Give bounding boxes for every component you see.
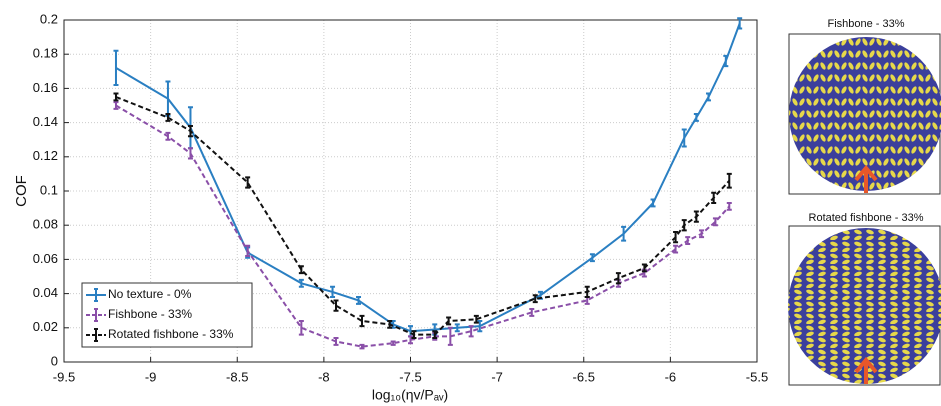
- error-bar: [165, 131, 171, 141]
- x-tick-label: -6.5: [573, 369, 595, 384]
- error-bar: [477, 319, 483, 333]
- error-bar: [359, 314, 365, 328]
- error-bar: [693, 113, 699, 122]
- legend-label: No texture - 0%: [108, 287, 192, 301]
- error-bar: [584, 285, 590, 299]
- x-tick-label: -5.5: [746, 369, 768, 384]
- error-bar: [408, 335, 413, 345]
- y-axis-label: COF: [13, 175, 30, 207]
- error-bar: [641, 263, 647, 273]
- error-bar: [298, 265, 304, 275]
- legend-swatch: [94, 308, 98, 322]
- error-bar: [589, 253, 595, 263]
- texture-disc: [789, 37, 941, 191]
- error-bar: [447, 326, 453, 346]
- error-bar: [681, 128, 687, 148]
- error-bar: [165, 113, 171, 122]
- x-tick-label: -7.5: [399, 369, 421, 384]
- error-bar: [673, 244, 679, 254]
- error-bar: [673, 231, 679, 244]
- y-tick-label: 0: [51, 353, 58, 368]
- error-bar: [737, 17, 743, 30]
- error-bar: [411, 330, 417, 340]
- x-axis-label: log₁₀(ηv/Pₐᵥ): [372, 387, 448, 403]
- texture-disc: [788, 228, 941, 384]
- y-tick-label: 0.16: [33, 80, 58, 95]
- error-bar: [187, 147, 193, 160]
- error-bar: [333, 337, 339, 346]
- error-bar: [681, 219, 687, 232]
- error-bar: [693, 210, 699, 223]
- error-bar: [446, 316, 452, 326]
- legend-label: Rotated fishbone - 33%: [108, 327, 234, 341]
- image-title: Fishbone - 33%: [827, 18, 904, 30]
- y-tick-label: 0.02: [33, 319, 58, 334]
- error-bar: [473, 314, 479, 324]
- error-bar: [356, 296, 362, 305]
- error-bar: [711, 191, 717, 204]
- error-bar: [726, 172, 732, 189]
- error-bar: [390, 340, 396, 346]
- error-bar: [330, 285, 336, 299]
- y-tick-label: 0.18: [33, 46, 58, 61]
- error-bar: [529, 307, 535, 317]
- x-tick-label: -6: [665, 369, 677, 384]
- x-tick-label: -8.5: [226, 369, 248, 384]
- x-tick-label: -9: [145, 369, 157, 384]
- y-tick-label: 0.14: [33, 114, 58, 129]
- error-bar: [468, 325, 474, 338]
- error-bar: [650, 198, 656, 208]
- error-bar: [113, 101, 119, 110]
- arrow: [854, 356, 878, 384]
- y-tick-label: 0.04: [33, 285, 58, 300]
- error-bar: [113, 92, 119, 102]
- legend-box: [81, 282, 253, 348]
- error-bar: [298, 278, 304, 288]
- error-bar: [245, 244, 251, 257]
- error-bar: [705, 92, 711, 102]
- error-bar: [333, 299, 339, 312]
- legend-swatch: [94, 328, 98, 342]
- image-panel: Fishbone - 33%: [788, 18, 941, 195]
- error-bar: [615, 272, 621, 285]
- error-bar: [432, 330, 438, 340]
- error-bar: [113, 49, 119, 86]
- image-title: Rotated fishbone - 33%: [809, 212, 924, 224]
- x-tick-label: -8: [318, 369, 330, 384]
- y-tick-label: 0.2: [40, 11, 58, 26]
- error-bar: [685, 236, 691, 246]
- error-bar: [359, 343, 365, 350]
- image-panel: Rotated fishbone - 33%: [788, 212, 941, 386]
- error-bar: [726, 201, 732, 211]
- error-bar: [454, 323, 460, 333]
- error-bar: [532, 294, 538, 304]
- error-bar: [245, 176, 251, 189]
- x-tick-label: -7: [491, 369, 503, 384]
- error-bar: [298, 319, 304, 336]
- arrow: [854, 164, 878, 193]
- y-tick-label: 0.08: [33, 217, 58, 232]
- legend-swatch: [94, 288, 98, 302]
- x-tick-label: -9.5: [53, 369, 75, 384]
- error-bar: [187, 125, 193, 138]
- error-bar: [387, 319, 393, 329]
- legend-label: Fishbone - 33%: [108, 307, 192, 321]
- error-bar: [699, 229, 705, 239]
- error-bar: [723, 54, 729, 68]
- error-bar: [621, 225, 627, 242]
- y-tick-label: 0.1: [40, 182, 58, 197]
- y-tick-label: 0.06: [33, 251, 58, 266]
- y-tick-label: 0.12: [33, 148, 58, 163]
- error-bar: [712, 217, 718, 227]
